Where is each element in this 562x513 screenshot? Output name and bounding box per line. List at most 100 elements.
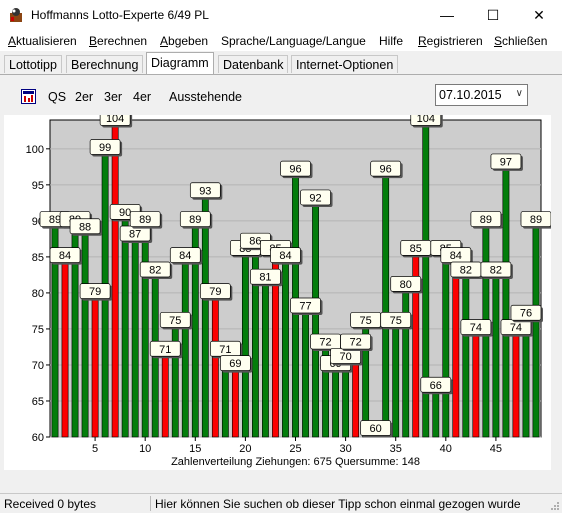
bar	[201, 198, 209, 438]
data-label-text: 79	[209, 286, 221, 298]
data-label-text: 77	[299, 301, 311, 313]
data-label-text: 89	[530, 214, 542, 226]
bar	[522, 321, 530, 438]
bar	[392, 328, 400, 438]
3er-button[interactable]: 3er	[104, 90, 123, 104]
bar	[141, 227, 149, 438]
data-label-box	[370, 160, 402, 177]
y-tick-label: 100	[26, 144, 44, 156]
data-label: 75	[380, 312, 413, 330]
data-label-text: 84	[179, 250, 191, 262]
resize-grip-icon[interactable]	[550, 501, 560, 511]
tab-diagramm[interactable]: Diagramm	[146, 52, 214, 74]
data-label-text: 86	[249, 236, 261, 248]
menu-hilfe[interactable]: Hilfe	[379, 34, 403, 48]
menu-mnemonic: A	[8, 34, 17, 48]
bar	[211, 299, 219, 438]
menu-sprache[interactable]: Sprache/Language/Langue	[221, 34, 366, 48]
data-label: 76	[510, 304, 543, 323]
data-label-box	[149, 340, 181, 357]
menu-schliessen[interactable]: Schließen	[494, 34, 547, 48]
minimize-button[interactable]: —	[440, 7, 454, 23]
menu-berechnen[interactable]: Berechnen	[89, 34, 147, 48]
maximize-button[interactable]: ☐	[486, 7, 500, 23]
data-label-text: 82	[149, 265, 161, 277]
close-button[interactable]: ✕	[533, 7, 545, 23]
x-tick-label: 20	[239, 443, 251, 455]
tab-internet-optionen[interactable]: Internet-Optionen	[291, 55, 399, 73]
data-label-text: 79	[89, 286, 101, 298]
menu-aktualisieren[interactable]: Aktualisieren	[8, 34, 77, 48]
number-distribution-chart: 60 65 70 75 80 85 90 95 100 5 10 15 20 25 30 35 40 45 Zahl…	[4, 110, 553, 470]
data-label-text: 75	[360, 315, 372, 327]
data-label-text: 72	[319, 337, 331, 349]
data-label-box	[300, 189, 331, 206]
menu-registrieren[interactable]: Registrieren	[418, 34, 483, 48]
date-picker[interactable]: 07.10.2015 ∨	[435, 84, 528, 106]
bar	[332, 371, 339, 438]
tab-bar: Lottotipp Berechnung Diagramm Datenbank …	[0, 52, 562, 74]
bar	[492, 278, 500, 438]
bar	[342, 364, 350, 438]
bar	[181, 263, 189, 438]
diagram-toolbar: QS 2er 3er 4er Ausstehende	[0, 82, 562, 110]
data-label: 70	[330, 348, 363, 366]
bar	[452, 263, 460, 438]
menu-mnemonic: B	[89, 34, 98, 48]
bar	[382, 177, 390, 438]
2er-button[interactable]: 2er	[75, 90, 94, 104]
chevron-down-icon[interactable]: ∨	[515, 88, 523, 99]
chart-icon[interactable]	[21, 89, 36, 104]
data-label-text: 74	[470, 322, 482, 334]
bar	[121, 220, 129, 438]
data-label-box	[220, 355, 251, 372]
data-label-box	[510, 304, 542, 321]
data-label: 75	[159, 312, 193, 330]
tab-datenbank[interactable]: Datenbank	[218, 55, 289, 73]
menu-abgeben[interactable]: Abgeben	[160, 34, 208, 48]
data-label-box	[129, 211, 161, 227]
tab-lottotipp[interactable]: Lottotipp	[4, 55, 62, 73]
status-received: Received 0 bytes	[4, 497, 97, 511]
qs-button[interactable]: QS	[48, 90, 67, 104]
data-label-text: 75	[390, 315, 402, 327]
data-label-text: 88	[79, 221, 91, 233]
menu-label: egistrieren	[426, 34, 483, 48]
data-label: 79	[79, 283, 113, 301]
data-label-box	[179, 211, 211, 227]
date-value: 07.10.2015	[439, 88, 502, 102]
data-label-box	[380, 312, 412, 328]
data-label: 84	[49, 247, 83, 265]
data-label-box	[250, 268, 281, 285]
data-label: 89	[520, 211, 553, 229]
4er-button[interactable]: 4er	[133, 90, 152, 104]
data-label: 80	[390, 276, 423, 294]
data-label: 89	[179, 211, 213, 229]
bar	[81, 234, 89, 438]
data-label: 72	[340, 333, 373, 352]
data-label: 74	[460, 319, 493, 337]
x-tick-label: 35	[390, 443, 402, 455]
bar	[502, 170, 510, 438]
menu-label: ktualisieren	[16, 34, 77, 48]
data-label-box	[49, 247, 81, 263]
data-label-text: 84	[59, 250, 71, 262]
data-label: 104	[410, 110, 443, 128]
data-label: 82	[480, 261, 513, 279]
data-label: 96	[370, 160, 403, 179]
x-tick-label: 45	[490, 443, 502, 455]
x-tick-label: 5	[92, 443, 98, 455]
menu-bar: Aktualisieren Berechnen Abgeben Sprache/…	[0, 31, 562, 51]
data-label: 71	[210, 340, 243, 359]
data-label: 104	[99, 110, 133, 128]
bar	[262, 285, 269, 438]
bar	[312, 206, 319, 438]
data-label-text: 90	[119, 207, 131, 219]
menu-label: bgeben	[168, 34, 209, 48]
ausstehende-button[interactable]: Ausstehende	[169, 90, 242, 104]
data-label-text: 87	[129, 228, 141, 240]
data-label-text: 97	[500, 156, 512, 168]
tab-berechnung[interactable]: Berechnung	[66, 55, 144, 73]
x-tick-label: 15	[189, 443, 201, 455]
data-label: 84	[440, 247, 473, 265]
